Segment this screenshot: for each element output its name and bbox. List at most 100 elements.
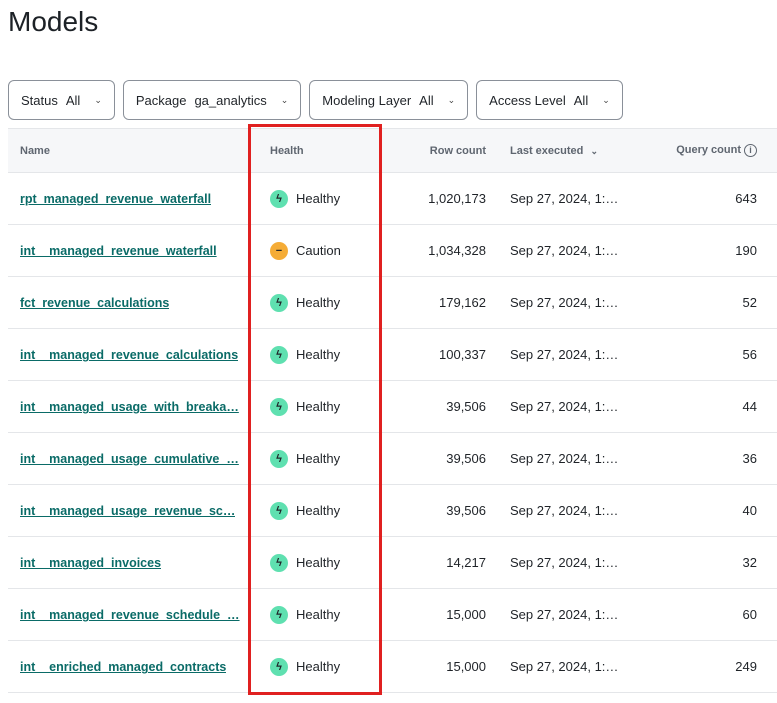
filter-label: Package [135,92,187,108]
last-executed: Sep 27, 2024, 1:… [486,224,636,277]
last-executed: Sep 27, 2024, 1:… [486,640,636,693]
model-link[interactable]: int__managed_revenue_schedule_… [20,608,240,623]
col-name[interactable]: Name [8,128,250,173]
filter-access-level[interactable]: Access Level All ⌄ [476,80,623,120]
healthy-pulse-icon: ϟ [270,449,288,468]
row-count: 14,217 [386,536,486,589]
health-badge: ϟ Healthy [270,293,341,312]
model-link[interactable]: int__managed_revenue_calculations [20,348,239,363]
healthy-pulse-icon: ϟ [270,189,288,208]
health-badge: ϟ Healthy [270,397,341,416]
filter-label: Modeling Layer [322,92,412,108]
chevron-down-icon: ⌄ [94,94,102,105]
table-row: fct_revenue_calculations ϟ Healthy 179,16… [8,276,777,329]
health-badge: ϟ Healthy [270,345,341,364]
col-health[interactable]: Health [250,128,386,173]
health-label: Healthy [296,659,341,674]
row-count: 15,000 [386,588,486,641]
healthy-pulse-icon: ϟ [270,345,288,364]
model-link[interactable]: int__managed_invoices [20,556,162,571]
row-count: 179,162 [386,276,486,329]
table-row: int__managed_revenue_waterfall − Caution … [8,224,777,277]
row-count: 100,337 [386,328,486,381]
col-query-count[interactable]: Query count i [636,128,777,173]
healthy-pulse-icon: ϟ [270,397,288,416]
model-link[interactable]: fct_revenue_calculations [20,296,170,311]
table-header: Name Health Row count Last executed ⌄ Qu… [8,128,777,173]
healthy-pulse-icon: ϟ [270,553,288,572]
row-count: 39,506 [386,484,486,537]
table-row: int__managed_usage_revenue_sc… ϟ Healthy … [8,484,777,537]
filter-value: All [573,92,589,108]
filter-value: All [65,92,81,108]
chevron-down-icon: ⌄ [602,94,610,105]
row-count: 15,000 [386,640,486,693]
col-last-executed[interactable]: Last executed ⌄ [486,128,636,173]
col-last-executed-label: Last executed [510,144,584,157]
healthy-pulse-icon: ϟ [270,605,288,624]
filter-value: ga_analytics [194,92,267,108]
last-executed: Sep 27, 2024, 1:… [486,172,636,225]
query-count: 32 [636,536,777,589]
healthy-pulse-icon: ϟ [270,501,288,520]
model-link[interactable]: int__managed_usage_revenue_sc… [20,504,236,519]
col-row-count[interactable]: Row count [386,128,486,173]
last-executed: Sep 27, 2024, 1:… [486,484,636,537]
chevron-down-icon: ⌄ [447,94,456,105]
filter-label: Access Level [489,92,566,108]
caution-minus-icon: − [270,241,288,260]
healthy-pulse-icon: ϟ [270,657,288,676]
filter-bar: Status All ⌄ Package ga_analytics ⌄ Modeling L… [8,80,623,120]
health-badge: ϟ Healthy [270,553,341,572]
health-label: Healthy [296,555,341,570]
info-icon[interactable]: i [744,144,757,157]
filter-modeling-layer[interactable]: Modeling Layer All ⌄ [309,80,469,120]
models-table: Name Health Row count Last executed ⌄ Qu… [8,128,777,693]
row-count: 39,506 [386,380,486,433]
query-count: 44 [636,380,777,433]
health-label: Healthy [296,607,341,622]
filter-package[interactable]: Package ga_analytics ⌄ [122,80,302,120]
filter-label: Status [21,92,58,108]
healthy-pulse-icon: ϟ [270,293,288,312]
row-count: 1,020,173 [386,172,486,225]
query-count: 60 [636,588,777,641]
model-link[interactable]: rpt_managed_revenue_waterfall [20,192,212,207]
table-row: rpt_managed_revenue_waterfall ϟ Healthy 1… [8,172,777,225]
page-title: Models [8,6,99,37]
last-executed: Sep 27, 2024, 1:… [486,432,636,485]
query-count: 36 [636,432,777,485]
health-label: Healthy [296,191,341,206]
sort-chevron-icon[interactable]: ⌄ [590,145,598,156]
model-link[interactable]: int__managed_usage_with_breaka… [20,400,239,415]
health-label: Healthy [296,399,341,414]
table-row: int__managed_usage_with_breaka… ϟ Healthy… [8,380,777,433]
query-count: 249 [636,640,777,693]
health-label: Healthy [296,451,341,466]
query-count: 56 [636,328,777,381]
model-link[interactable]: int__managed_revenue_waterfall [20,244,217,259]
health-label: Healthy [296,347,341,362]
last-executed: Sep 27, 2024, 1:… [486,328,636,381]
query-count: 52 [636,276,777,329]
table-row: int__managed_usage_cumulative_… ϟ Healthy… [8,432,777,485]
health-label: Healthy [296,295,341,310]
health-label: Caution [296,243,341,258]
col-query-count-label: Query count [676,144,741,156]
health-badge: − Caution [270,241,341,260]
filter-status[interactable]: Status All ⌄ [8,80,115,120]
row-count: 39,506 [386,432,486,485]
filter-value: All [419,92,434,108]
last-executed: Sep 27, 2024, 1:… [486,276,636,329]
table-row: int__managed_revenue_schedule_… ϟ Healthy… [8,588,777,641]
last-executed: Sep 27, 2024, 1:… [486,380,636,433]
model-link[interactable]: int__enriched_managed_contracts [20,660,227,675]
query-count: 643 [636,172,777,225]
table-row: int__managed_revenue_calculations ϟ Healt… [8,328,777,381]
health-badge: ϟ Healthy [270,657,341,676]
model-link[interactable]: int__managed_usage_cumulative_… [20,452,239,467]
health-badge: ϟ Healthy [270,605,341,624]
health-label: Healthy [296,503,341,518]
health-badge: ϟ Healthy [270,189,341,208]
table-row: int__enriched_managed_contracts ϟ Healthy… [8,640,777,693]
